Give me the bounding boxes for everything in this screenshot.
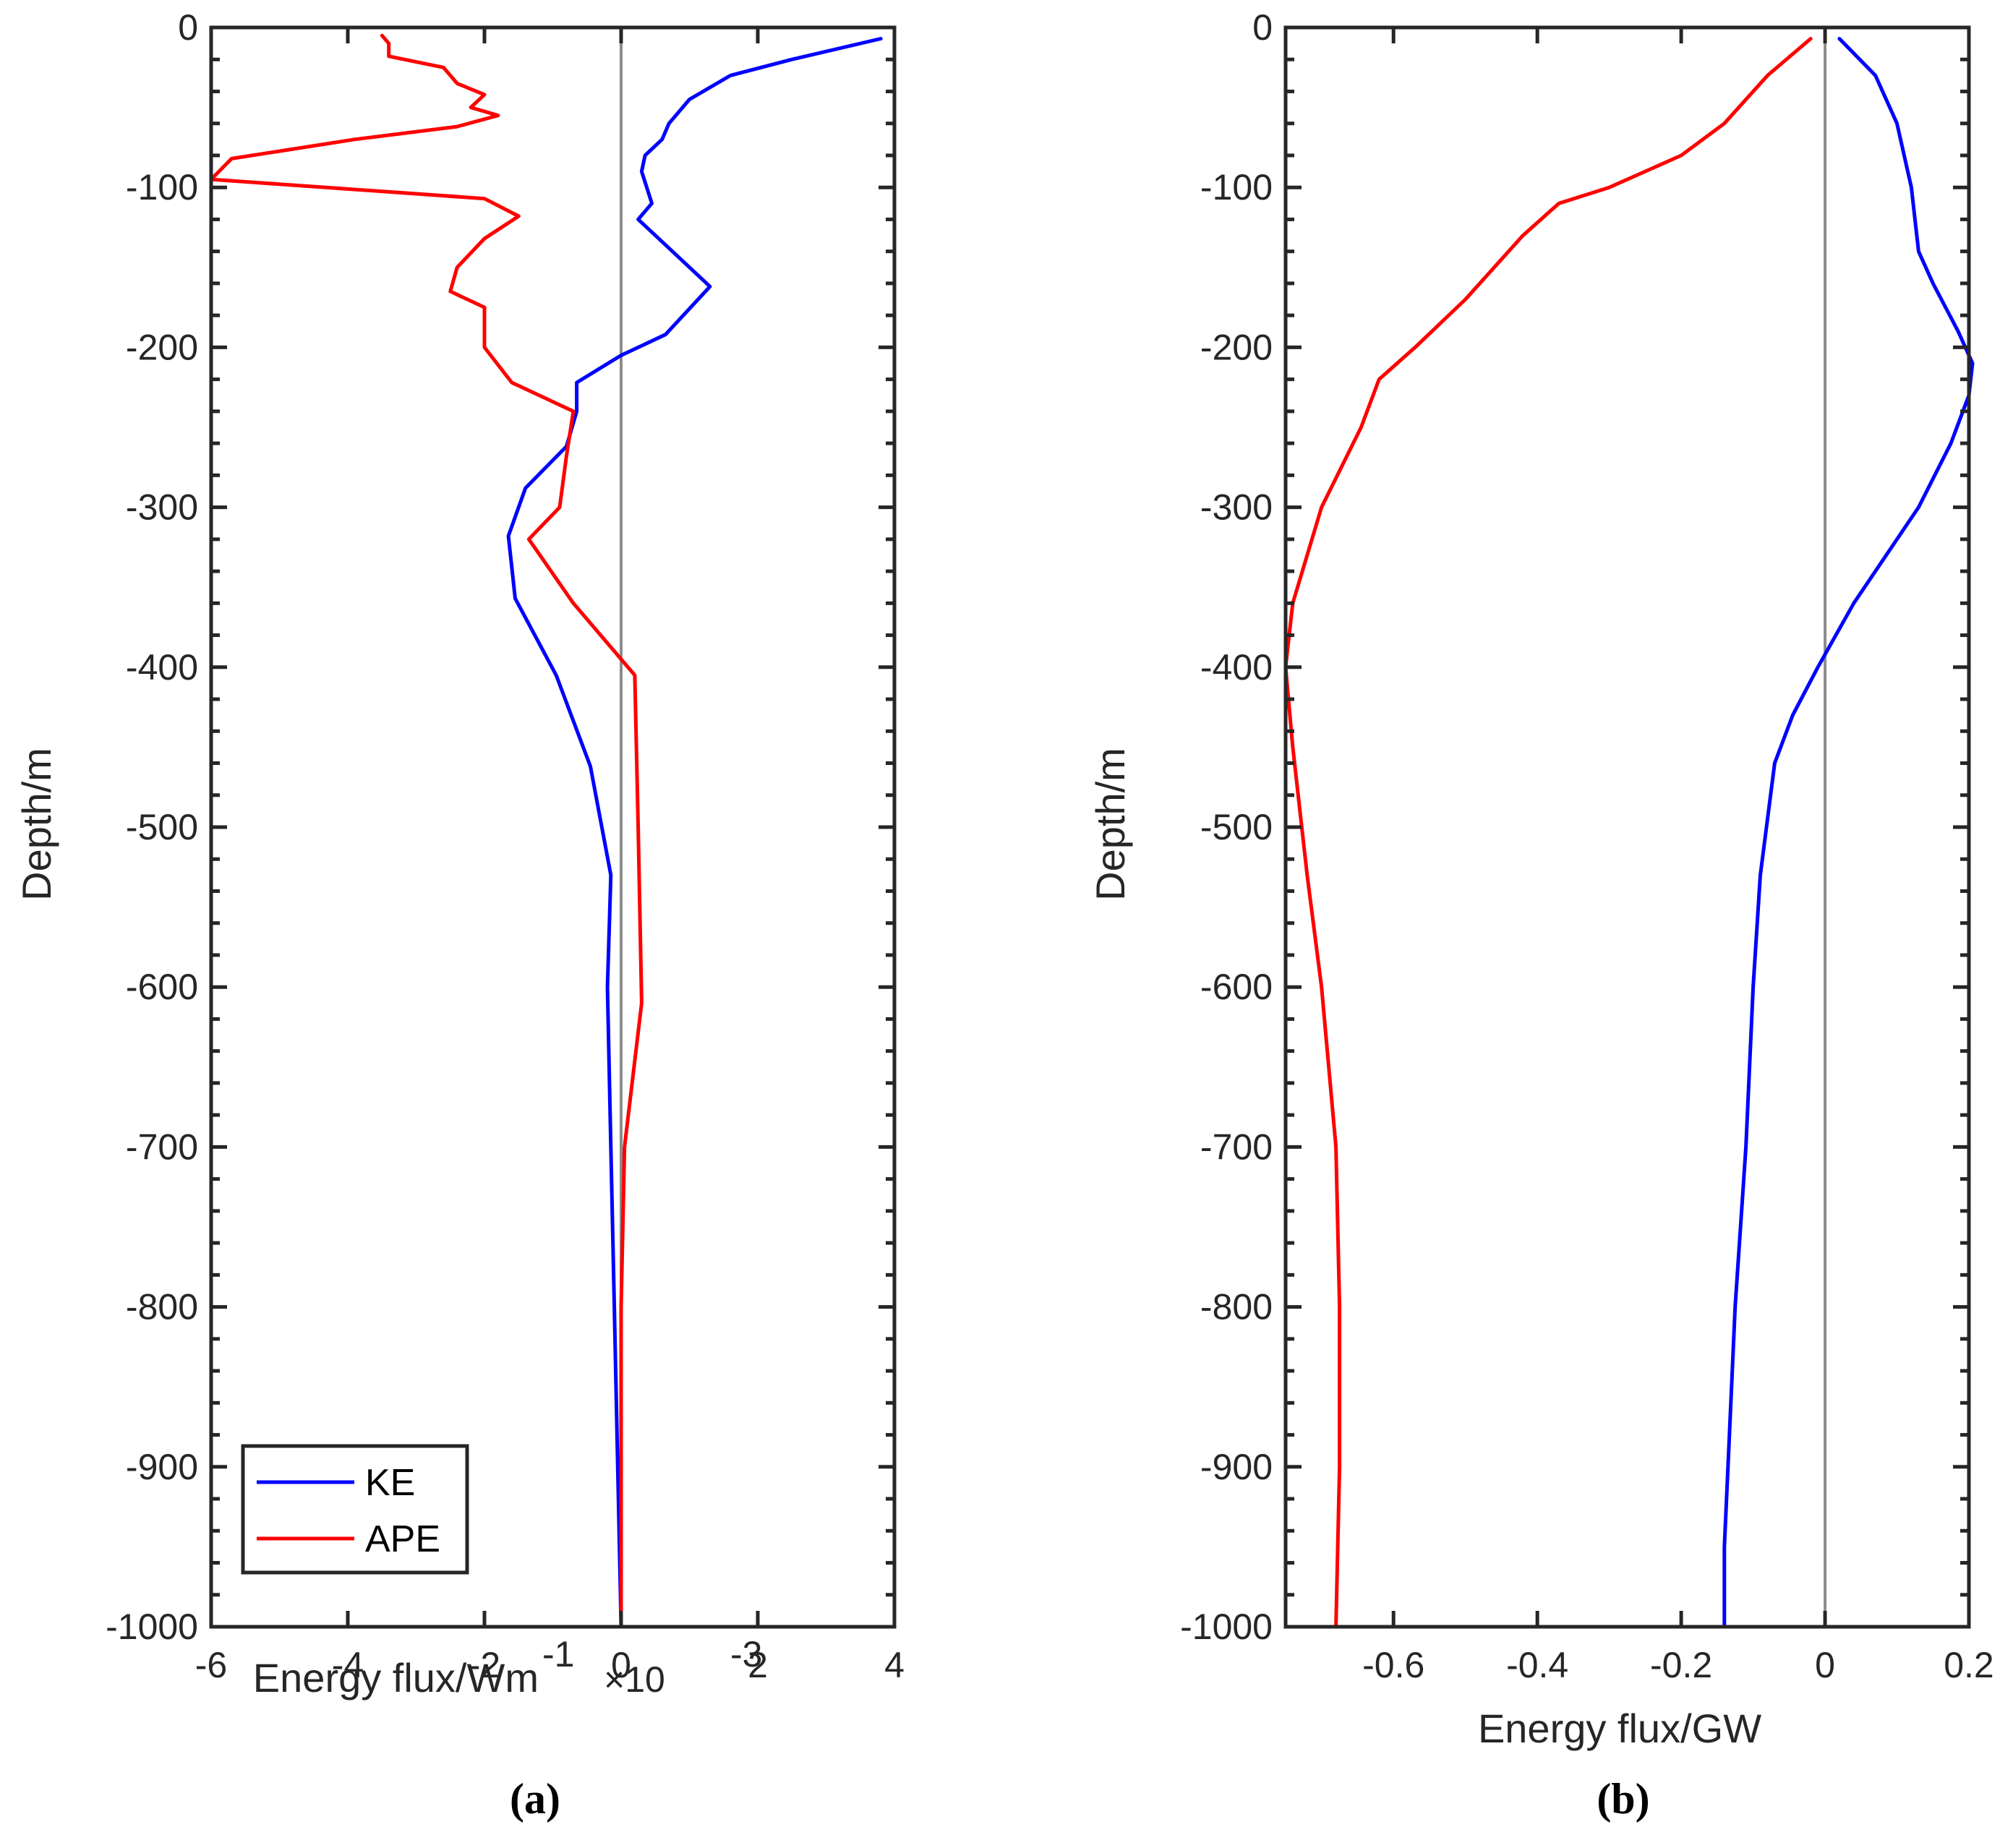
y-tick-label: -300	[1200, 487, 1273, 528]
x-axis-label: Energy flux/GW	[1478, 1706, 1761, 1751]
x-tick-label: -0.4	[1506, 1645, 1568, 1685]
y-tick-label: -700	[126, 1126, 198, 1167]
y-tick-labels: 0 -100 -200 -300 -400 -500 -600 -700 -800 -900 -10…	[1180, 7, 1273, 1647]
y-tick-label: 0	[178, 7, 198, 48]
x-axis-multiplier: ×10	[604, 1659, 665, 1700]
x-tick-label: -0.2	[1650, 1645, 1712, 1685]
x-tick-label: 0.2	[1944, 1645, 1994, 1685]
legend-ape-label: APE	[365, 1518, 440, 1560]
x-tick-labels: -0.6 -0.4 -0.2 0 0.2	[1362, 1645, 1994, 1685]
y-tick-label: -1000	[106, 1607, 198, 1647]
x-tick-label: 0	[611, 1645, 631, 1685]
y-tick-label: -1000	[1180, 1607, 1273, 1647]
series-ape-line	[1283, 37, 1813, 1629]
y-tick-label: -700	[1200, 1126, 1273, 1167]
x-tick-label: 4	[884, 1645, 905, 1685]
y-tick-label: -800	[126, 1287, 198, 1327]
series-ke-line	[506, 37, 883, 1629]
y-tick-label: -600	[126, 967, 198, 1007]
series-ke-line	[1722, 37, 1975, 1629]
x-tick-label: -0.6	[1362, 1645, 1424, 1685]
y-tick-label: -400	[1200, 647, 1273, 688]
legend: KE APE	[241, 1444, 469, 1575]
panel-label-b: (b)	[1597, 1775, 1649, 1823]
axis-ticks	[209, 25, 897, 1629]
x-tick-label: -2	[469, 1645, 500, 1685]
y-tick-label: -800	[1200, 1287, 1273, 1327]
y-tick-label: -900	[1200, 1447, 1273, 1487]
y-axis-label: Depth/m	[1087, 748, 1133, 901]
x-tick-label: -6	[195, 1645, 227, 1685]
y-tick-label: -100	[126, 167, 198, 208]
x-tick-label: 2	[748, 1645, 768, 1685]
series-lines	[1283, 37, 1975, 1629]
x-axis-label: Energy flux/Wm	[253, 1655, 539, 1701]
x-tick-label: -4	[332, 1645, 364, 1685]
y-tick-label: -600	[1200, 967, 1273, 1007]
legend-box	[241, 1444, 469, 1575]
x-axis-multiplier-exponent: -3	[730, 1634, 762, 1674]
axis-ticks	[1286, 25, 1971, 1629]
y-tick-label: 0	[1252, 7, 1273, 48]
y-axis-label: Depth/m	[14, 748, 59, 901]
y-tick-label: -200	[126, 327, 198, 367]
y-tick-labels: 0 -100 -200 -300 -400 -500 -600 -700 -800 -900 -10…	[106, 7, 198, 1647]
x-tick-label: 0	[1815, 1645, 1835, 1685]
y-tick-label: -200	[1200, 327, 1273, 367]
series-ape-line	[209, 33, 644, 1629]
x-tick-labels: -6 -4 -2 0 2 4	[195, 1645, 905, 1685]
y-tick-label: -400	[126, 647, 198, 688]
x-axis-label-superscript: -1	[542, 1634, 574, 1674]
series-lines	[209, 33, 883, 1629]
plot-frame	[209, 25, 897, 1629]
panel-a: -6 -4 -2 0 2 4 0 -100 -200 -300 -400 -500 -600 -700 -…	[14, 7, 905, 1823]
y-tick-label: -300	[126, 487, 198, 528]
y-tick-label: -100	[1200, 167, 1273, 208]
y-tick-label: -500	[126, 807, 198, 847]
panel-b: -0.6 -0.4 -0.2 0 0.2 0 -100 -200 -300 -400 -500 -6…	[1087, 7, 1994, 1823]
y-tick-label: -900	[126, 1447, 198, 1487]
legend-ke-label: KE	[365, 1462, 415, 1504]
plot-frame	[1283, 25, 1971, 1629]
panel-label-a: (a)	[510, 1775, 560, 1823]
y-tick-label: -500	[1200, 807, 1273, 847]
